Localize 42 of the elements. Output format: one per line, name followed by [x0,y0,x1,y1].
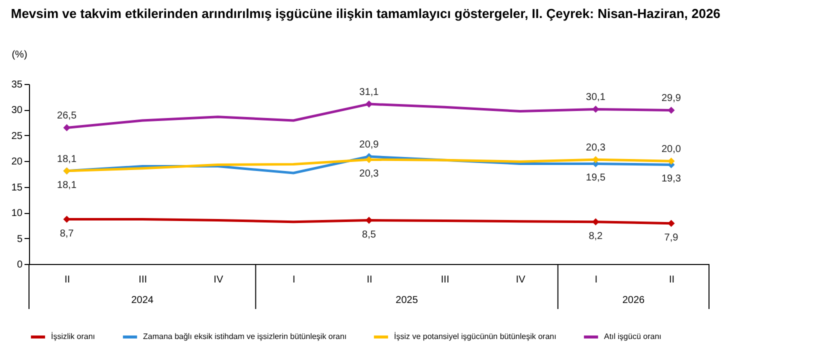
data-label: 18,1 [57,180,77,191]
data-label: 30,1 [586,92,606,104]
y-tick-label: 15 [11,182,23,194]
y-tick-label: 5 [16,234,23,245]
y-tick-label: 35 [11,80,23,90]
data-label: 7,9 [664,232,679,244]
data-label: 19,5 [586,172,606,184]
text: 2024 [131,295,154,306]
data-label: 20,3 [359,168,380,180]
x-tick-label: IV [214,274,224,286]
x-tick-label: III [138,274,148,286]
y-tick-label: 30 [11,105,23,116]
legend-label: Atıl işgücü oranı [604,332,662,341]
data-label: 20,3 [586,142,606,154]
data-label: 8,7 [60,228,74,240]
x-tick-label: I [292,274,296,286]
data-label: 19,3 [661,174,682,185]
data-label: 29,9 [661,93,682,104]
y-tick-label: 10 [11,208,23,220]
data-label: 31,1 [359,87,380,98]
chart-title: Mevsim ve takvim etkilerinden arındırılmış işgücüne ilişkin tamamlayıcı göstergeler, II. Çeyrek: Nisan-Haziran, 2026 [10,6,720,21]
x-tick-label: II [64,274,70,286]
data-label: 20,9 [359,140,380,151]
x-tick-label: III [440,274,450,286]
data-label: 20,0 [661,144,682,156]
legend-label: Zamana bağlı eksik istihdam ve işsizlerin bütünleşik oranı [143,332,347,341]
x-tick-label: II [668,274,675,286]
text: 2025 [396,295,418,306]
y-tick-label: 25 [11,130,23,142]
data-label: 26,5 [57,110,77,122]
data-label: 8,2 [588,230,604,242]
x-tick-label: II [366,274,372,286]
y-tick-label: 20 [11,156,23,168]
y-tick-label: 0 [16,260,23,270]
data-label: 18,1 [57,154,77,165]
legend-label: İşsiz ve potansiyel işgücünün bütünleşik oranı [394,332,556,341]
text: 2026 [622,295,646,306]
x-tick-label: IV [516,274,526,286]
x-tick-label: I [594,274,598,286]
y-axis-title: (%) [12,50,28,60]
legend-label: İşsizlik oranı [51,332,96,341]
data-label: 8,5 [362,229,376,240]
